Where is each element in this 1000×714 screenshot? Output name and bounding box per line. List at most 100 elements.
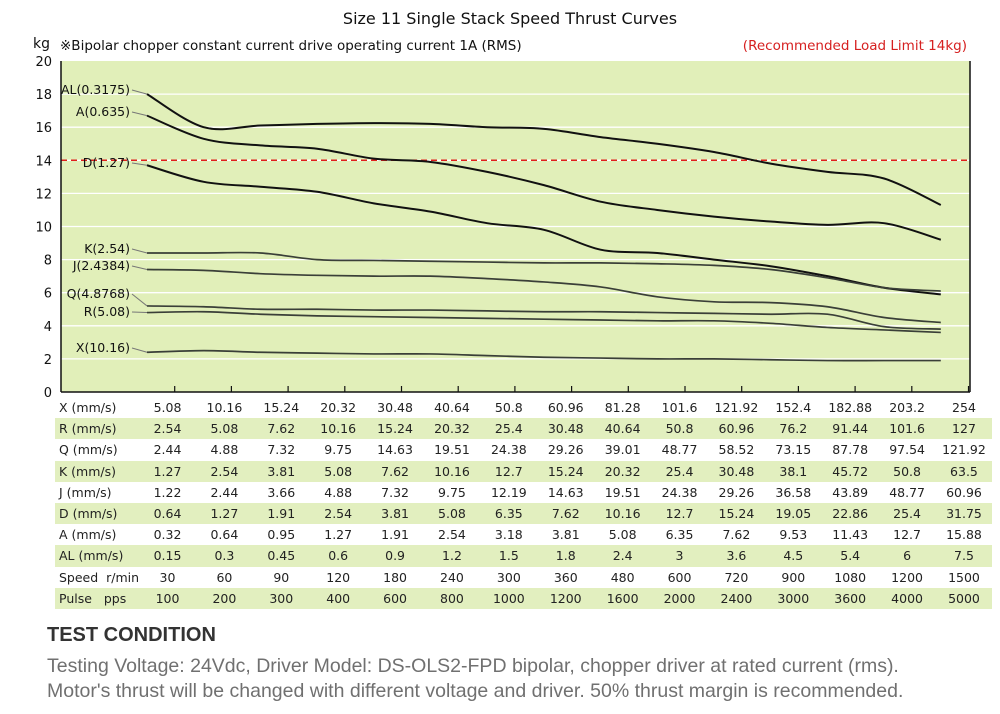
table-cell: 73.15 xyxy=(775,442,812,458)
table-cell: 3 xyxy=(675,548,684,564)
table-cell: 10.16 xyxy=(604,506,641,522)
table-cell: 6.35 xyxy=(665,527,694,543)
y-tick-label: 14 xyxy=(35,154,52,169)
series-label: A(0.635) xyxy=(76,104,130,119)
table-cell: 29.26 xyxy=(718,484,755,500)
row-label: J (mm/s) xyxy=(59,484,112,500)
table-cell: 1.27 xyxy=(324,527,353,543)
table-cell: 15.24 xyxy=(263,400,300,416)
table-cell: 900 xyxy=(781,569,806,585)
y-tick-label: 6 xyxy=(44,287,52,302)
table-cell: 200 xyxy=(212,590,237,606)
row-label: Speed r/min xyxy=(59,569,140,585)
table-cell: 20.32 xyxy=(604,463,641,479)
table-cell: 10.16 xyxy=(320,421,357,437)
table-cell: 4.88 xyxy=(210,442,239,458)
table-cell: 9.53 xyxy=(779,527,808,543)
table-cell: 5.08 xyxy=(153,400,182,416)
series-label: Q(4.8768) xyxy=(67,286,130,301)
table-cell: 3600 xyxy=(834,590,867,606)
table-cell: 14.63 xyxy=(547,484,584,500)
y-tick-label: 18 xyxy=(35,88,52,103)
label-leader-line xyxy=(131,162,148,166)
table-cell: 1.91 xyxy=(381,527,409,543)
table-cell: 5.4 xyxy=(840,548,861,564)
table-cell: 25.4 xyxy=(494,421,523,437)
series-label: R(5.08) xyxy=(84,304,130,319)
table-cell: 11.43 xyxy=(832,527,869,543)
y-tick-label: 10 xyxy=(35,221,52,236)
table-cell: 24.38 xyxy=(490,442,527,458)
table-cell: 480 xyxy=(610,569,635,585)
table-cell: 1200 xyxy=(549,590,582,606)
table-cell: 40.64 xyxy=(604,421,641,437)
table-cell: 2.54 xyxy=(324,506,353,522)
table-cell: 101.6 xyxy=(661,400,698,416)
table-cell: 800 xyxy=(440,590,464,606)
table-cell: 600 xyxy=(383,590,407,606)
table-cell: 30.48 xyxy=(547,421,584,437)
table-cell: 180 xyxy=(383,569,407,585)
table-cell: 31.75 xyxy=(946,506,982,522)
table-cell: 0.9 xyxy=(385,548,406,564)
table-cell: 19.05 xyxy=(775,506,812,522)
series-label: J(2.4384) xyxy=(72,258,130,273)
table-row: K (mm/s) 1.27 2.54 3.81 5.08 7.62 10.16 12.7 15.… xyxy=(55,460,993,482)
table-cell: 0.45 xyxy=(267,548,296,564)
table-cell: 25.4 xyxy=(665,463,694,479)
row-label: X (mm/s) xyxy=(59,400,117,416)
table-cell: 12.7 xyxy=(665,506,694,522)
label-leader-line xyxy=(131,347,148,353)
y-tick-label: 4 xyxy=(44,320,52,335)
y-tick-label: 20 xyxy=(35,55,52,70)
table-row: D (mm/s) 0.64 1.27 1.91 2.54 3.81 5.08 6.35 7.62… xyxy=(55,502,993,525)
table-cell: 720 xyxy=(724,569,749,585)
table-cell: 10.16 xyxy=(434,463,470,479)
table-cell: 1080 xyxy=(834,569,867,585)
row-label: R (mm/s) xyxy=(59,421,117,437)
table-cell: 7.62 xyxy=(722,527,751,543)
table-cell: 9.75 xyxy=(438,484,466,500)
table-cell: 400 xyxy=(326,590,351,606)
row-label: K (mm/s) xyxy=(59,463,117,479)
series-line-d xyxy=(146,164,941,296)
table-cell: 9.75 xyxy=(324,442,353,458)
table-cell: 2000 xyxy=(663,590,696,606)
table-cell: 15.24 xyxy=(377,421,413,437)
series-label: AL(0.3175) xyxy=(61,82,130,97)
table-row: A (mm/s) 0.32 0.64 0.95 1.27 1.91 2.54 3.18 3.81… xyxy=(55,524,992,545)
table-cell: 76.2 xyxy=(779,421,808,437)
table-cell: 0.32 xyxy=(153,527,182,543)
table-cell: 60.96 xyxy=(718,421,755,437)
table-cell: 7.62 xyxy=(267,421,296,437)
y-tick-label: 12 xyxy=(35,187,52,202)
table-cell: 5000 xyxy=(948,590,980,606)
series-line-x xyxy=(146,349,941,362)
table-cell: 240 xyxy=(440,569,464,585)
table-cell: 0.64 xyxy=(153,506,182,522)
series-line-al xyxy=(146,93,942,206)
series-line-q xyxy=(146,305,941,330)
table-cell: 39.01 xyxy=(604,442,641,458)
table-cell: 2.54 xyxy=(153,421,182,437)
table-cell: 36.58 xyxy=(775,484,812,500)
chart-title: Size 11 Single Stack Speed Thrust Curves xyxy=(343,9,677,28)
table-cell: 121.92 xyxy=(714,400,759,416)
table-cell: 24.38 xyxy=(661,484,698,500)
table-cell: 0.3 xyxy=(214,548,235,564)
table-cell: 97.54 xyxy=(889,442,925,458)
table-cell: 4.88 xyxy=(324,484,353,500)
table-cell: 14.63 xyxy=(377,442,413,458)
table-cell: 60.96 xyxy=(946,484,982,500)
table-cell: 127 xyxy=(952,421,976,437)
table-cell: 3.66 xyxy=(267,484,296,500)
table-cell: 90 xyxy=(273,569,290,585)
table-cell: 7.5 xyxy=(954,548,974,564)
table-row: Q (mm/s) 2.44 4.88 7.32 9.75 14.63 19.51 24.38 2… xyxy=(55,439,992,460)
label-leader-line xyxy=(131,89,148,95)
table-cell: 50.8 xyxy=(893,463,921,479)
table-cell: 15.24 xyxy=(547,463,584,479)
table-cell: 100 xyxy=(155,590,180,606)
table-cell: 3.18 xyxy=(494,527,523,543)
table-cell: 58.52 xyxy=(718,442,755,458)
